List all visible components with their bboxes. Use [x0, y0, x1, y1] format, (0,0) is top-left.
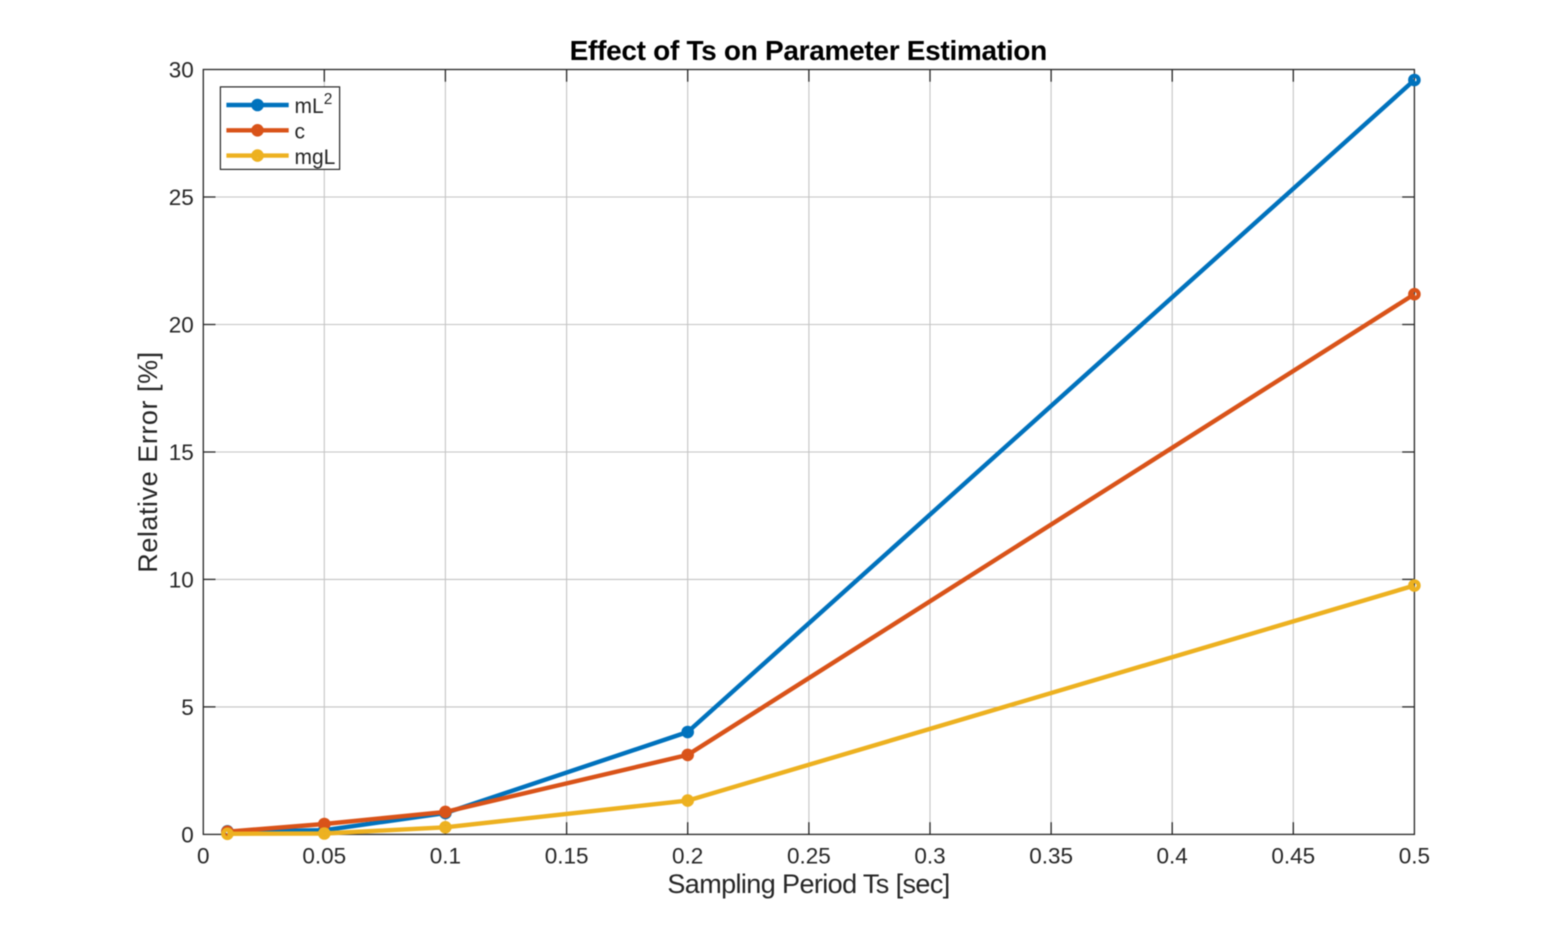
svg-text:Effect of Ts on Parameter Esti: Effect of Ts on Parameter Estimation: [570, 35, 1047, 66]
svg-text:0.2: 0.2: [672, 843, 703, 868]
svg-text:5: 5: [181, 695, 194, 720]
svg-text:mgL: mgL: [295, 146, 336, 169]
svg-text:30: 30: [169, 58, 194, 83]
svg-text:10: 10: [169, 568, 194, 593]
svg-text:20: 20: [169, 313, 194, 338]
svg-text:0.35: 0.35: [1029, 843, 1073, 868]
svg-text:25: 25: [169, 185, 194, 210]
svg-text:0.3: 0.3: [914, 843, 945, 868]
svg-text:0.25: 0.25: [787, 843, 831, 868]
svg-text:0.15: 0.15: [545, 843, 589, 868]
svg-text:0.4: 0.4: [1157, 843, 1188, 868]
svg-text:0: 0: [197, 843, 210, 868]
svg-text:c: c: [295, 121, 306, 144]
svg-text:15: 15: [169, 440, 194, 465]
svg-text:Relative Error [%]: Relative Error [%]: [133, 351, 163, 572]
svg-text:Sampling Period Ts [sec]: Sampling Period Ts [sec]: [667, 869, 949, 899]
svg-text:0.1: 0.1: [430, 843, 461, 868]
svg-text:0.45: 0.45: [1271, 843, 1315, 868]
svg-text:0: 0: [181, 823, 194, 848]
svg-text:0.05: 0.05: [302, 843, 346, 868]
svg-text:0.5: 0.5: [1399, 843, 1430, 868]
